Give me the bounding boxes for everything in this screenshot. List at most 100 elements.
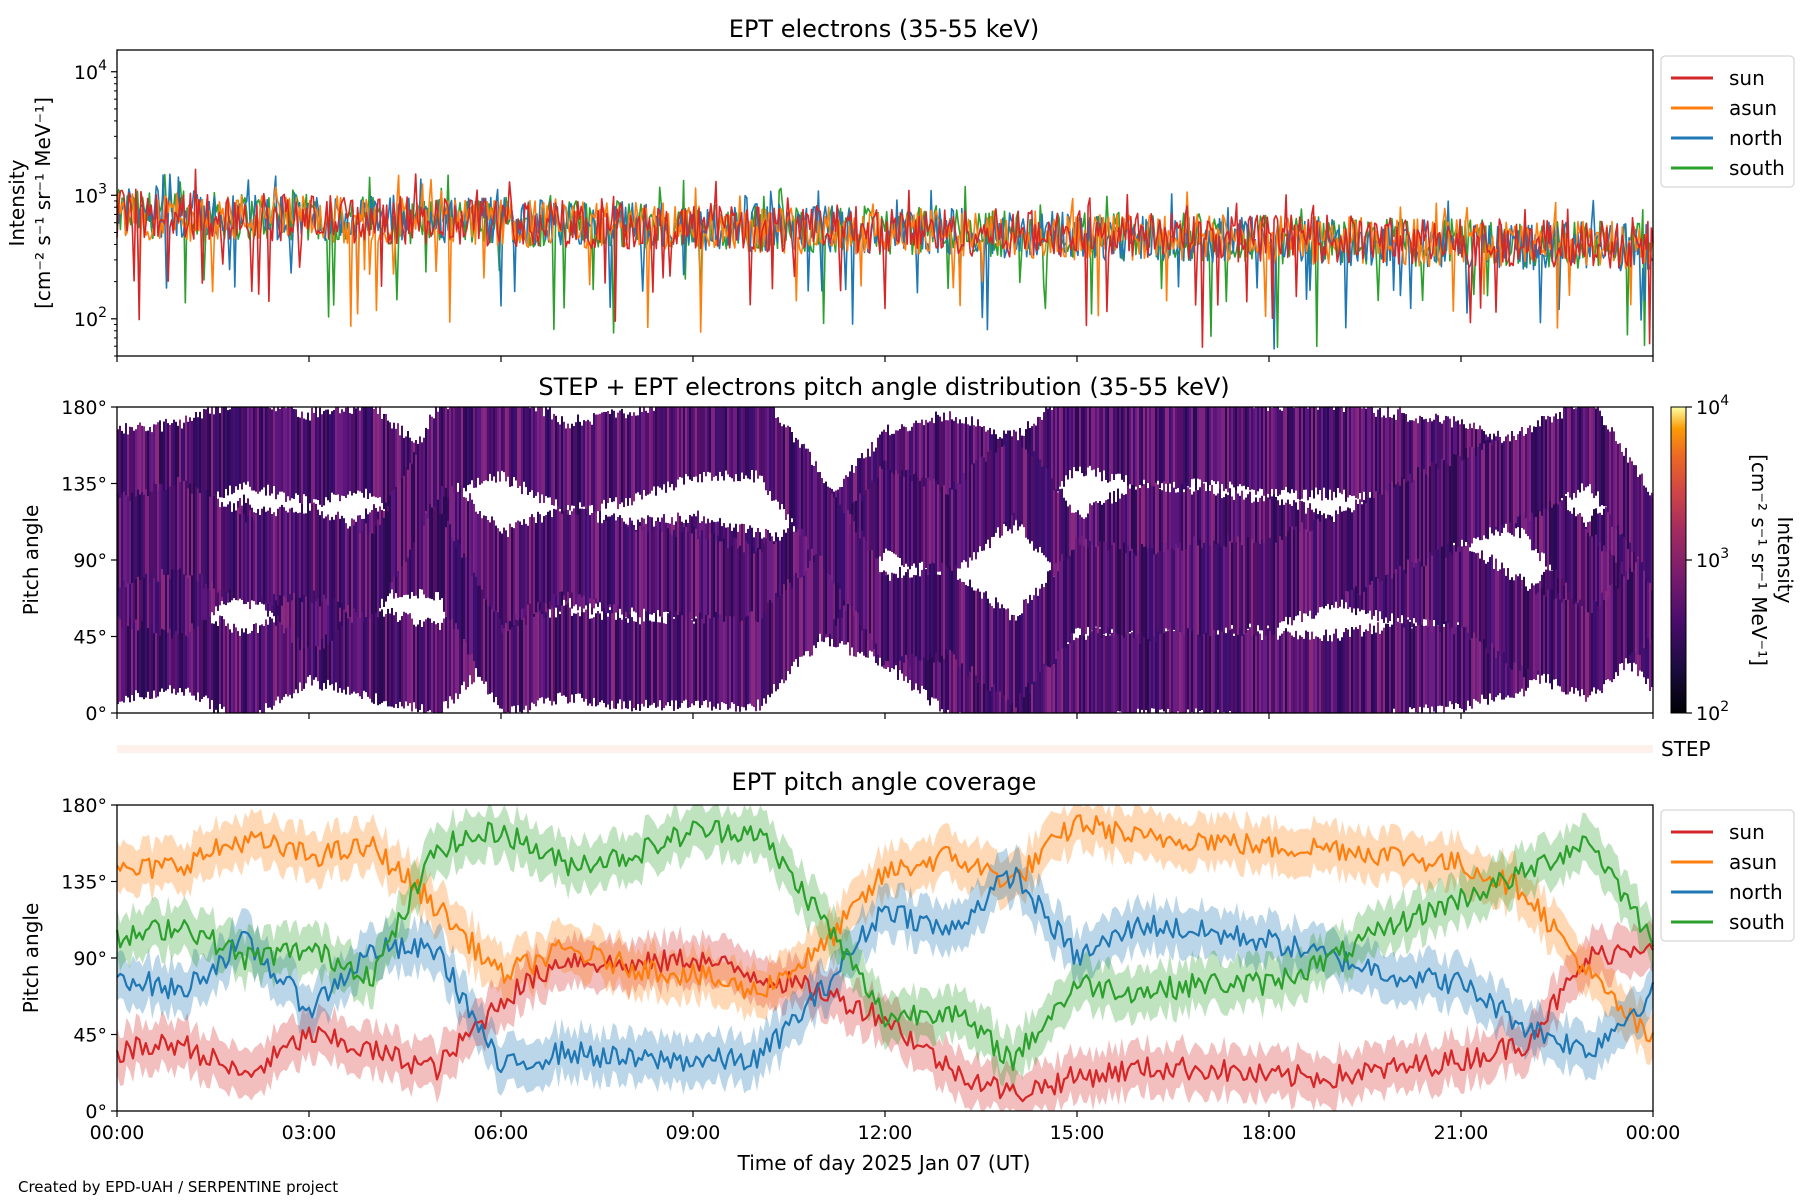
heatmap-cell <box>1617 511 1619 597</box>
heatmap-cell <box>1105 636 1107 713</box>
heatmap-cell <box>1485 607 1487 699</box>
heatmap-cell <box>151 537 153 624</box>
heatmap-cell <box>179 419 181 516</box>
heatmap-cell <box>427 511 429 598</box>
heatmap-cell <box>447 468 449 571</box>
heatmap-cell <box>1319 521 1321 608</box>
heatmap-cell <box>1573 603 1575 694</box>
heatmap-cell <box>707 615 709 708</box>
heatmap-cell <box>695 528 697 617</box>
heatmap-cell <box>593 413 595 512</box>
heatmap-cell <box>637 616 639 705</box>
heatmap-cell <box>1451 621 1453 705</box>
y-tick-label: 180° <box>61 795 107 817</box>
heatmap-cell <box>691 533 693 620</box>
heatmap-cell <box>337 598 339 693</box>
heatmap-cell <box>601 619 603 701</box>
heatmap-cell <box>1135 489 1137 572</box>
heatmap-cell <box>489 407 491 474</box>
heatmap-cell <box>321 590 323 691</box>
heatmap-cell <box>1273 630 1275 713</box>
heatmap-cell <box>697 407 699 483</box>
heatmap-cell <box>917 564 919 661</box>
heatmap-cell <box>1609 585 1611 681</box>
heatmap-cell <box>1433 536 1435 620</box>
heatmap-cell <box>589 618 591 704</box>
heatmap-cell <box>935 481 937 575</box>
heatmap-cell <box>1095 407 1097 477</box>
heatmap-cell <box>743 613 745 708</box>
heatmap-cell <box>1329 635 1331 713</box>
heatmap-cell <box>167 487 169 575</box>
heatmap-cell <box>713 407 715 477</box>
heatmap-cell <box>475 576 477 668</box>
heatmap-cell <box>311 407 313 507</box>
heatmap-cell <box>237 631 239 713</box>
heatmap-cell <box>1263 407 1265 496</box>
heatmap-cell <box>593 508 595 600</box>
heatmap-cell <box>213 495 215 589</box>
heatmap-cell <box>673 529 675 618</box>
heatmap-cell <box>365 603 367 693</box>
heatmap-cell <box>921 477 923 562</box>
heatmap-cell <box>1417 624 1419 713</box>
heatmap-cell <box>157 600 159 697</box>
heatmap-cell <box>1191 494 1193 576</box>
heatmap-cell <box>1431 626 1433 707</box>
y-tick-label: 45° <box>73 627 107 649</box>
y-tick-label: 0° <box>85 1101 107 1123</box>
heatmap-cell <box>1475 456 1477 539</box>
heatmap-cell <box>1561 602 1563 692</box>
heatmap-cell <box>1621 509 1623 599</box>
heatmap-cell <box>1619 586 1621 664</box>
heatmap-cell <box>1253 542 1255 635</box>
heatmap-cell <box>297 416 299 495</box>
heatmap-cell <box>1553 416 1555 505</box>
heatmap-cell <box>741 620 743 707</box>
heatmap-cell <box>1587 612 1589 698</box>
heatmap-cell <box>219 507 221 590</box>
heatmap-cell <box>127 496 129 584</box>
heatmap-cell <box>227 410 229 496</box>
heatmap-cell <box>1313 407 1315 499</box>
heatmap-cell <box>1099 407 1101 473</box>
heatmap-cell <box>415 509 417 596</box>
heatmap-cell <box>1307 631 1309 713</box>
heatmap-cell <box>1283 631 1285 713</box>
heatmap-cell <box>1459 455 1461 553</box>
heatmap-cell <box>603 412 605 500</box>
heatmap-cell <box>1481 449 1483 541</box>
heatmap-cell <box>1145 486 1147 574</box>
heatmap-cell <box>807 514 809 603</box>
heatmap-cell <box>1133 553 1135 639</box>
heatmap-cell <box>1455 455 1457 552</box>
heatmap-cell <box>257 633 259 713</box>
heatmap-cell <box>1255 627 1257 713</box>
heatmap-cell <box>951 631 953 713</box>
heatmap-cell <box>723 407 725 481</box>
heatmap-cell <box>1143 633 1145 713</box>
heatmap-cell <box>1585 529 1587 622</box>
heatmap-cell <box>875 477 877 561</box>
heatmap-cell <box>1515 440 1517 524</box>
heatmap-cell <box>1173 550 1175 630</box>
heatmap-cell <box>495 525 497 619</box>
heatmap-cell <box>121 430 123 515</box>
heatmap-cell <box>191 547 193 624</box>
heatmap-cell <box>503 527 505 621</box>
heatmap-cell <box>801 523 803 612</box>
heatmap-cell <box>1571 407 1573 500</box>
heatmap-cell <box>173 554 175 635</box>
heatmap-cell <box>1227 535 1229 633</box>
heatmap-cell <box>273 622 275 706</box>
heatmap-cell <box>285 607 287 695</box>
heatmap-cell <box>905 572 907 655</box>
heatmap-cell <box>427 617 429 712</box>
heatmap-cell <box>919 480 921 563</box>
heatmap-cell <box>209 610 211 710</box>
heatmap-cell <box>1271 545 1273 636</box>
heatmap-cell <box>199 411 201 503</box>
heatmap-cell <box>383 517 385 607</box>
heatmap-cell <box>283 609 285 697</box>
heatmap-cell <box>953 622 955 713</box>
